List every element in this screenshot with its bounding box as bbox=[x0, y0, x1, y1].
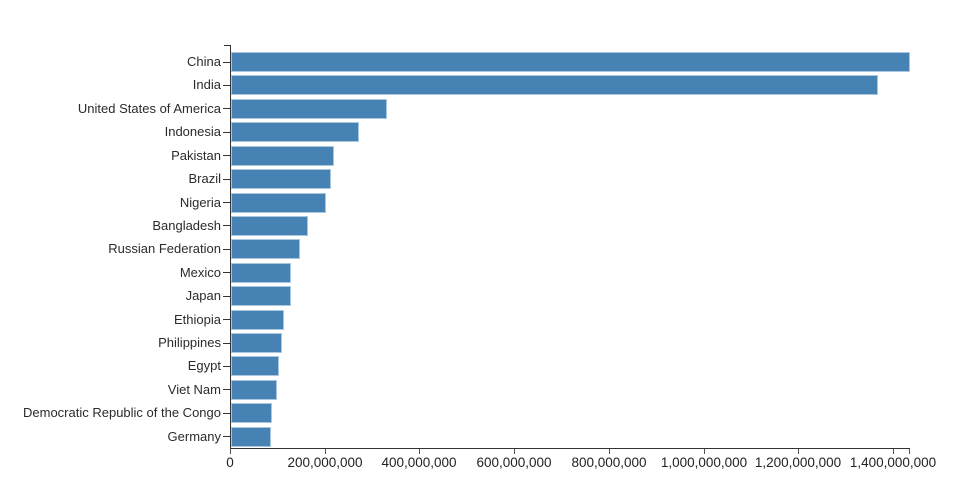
bar bbox=[231, 75, 878, 96]
category-label: United States of America bbox=[77, 100, 221, 116]
y-tick bbox=[223, 272, 230, 274]
bar bbox=[231, 169, 331, 190]
y-tick bbox=[223, 61, 230, 63]
bar bbox=[231, 262, 291, 283]
y-tick bbox=[223, 108, 230, 110]
bar bbox=[231, 52, 910, 72]
category-label: Pakistan bbox=[171, 147, 221, 163]
x-tick-label: 1,400,000,000 bbox=[849, 455, 937, 470]
x-tick bbox=[798, 449, 799, 454]
category-label: Russian Federation bbox=[108, 241, 221, 257]
y-axis-outer-tick bbox=[224, 45, 230, 46]
category-label: Egypt bbox=[187, 358, 221, 374]
bar bbox=[231, 309, 284, 330]
x-tick bbox=[609, 449, 610, 454]
category-label: Mexico bbox=[179, 264, 221, 280]
y-tick bbox=[223, 365, 230, 367]
y-tick bbox=[223, 412, 230, 414]
y-tick bbox=[223, 295, 230, 297]
category-label: Nigeria bbox=[179, 194, 221, 210]
category-label: Viet Nam bbox=[167, 381, 221, 397]
y-tick bbox=[223, 319, 230, 321]
x-tick bbox=[514, 449, 515, 454]
x-axis-line bbox=[230, 448, 910, 449]
x-tick bbox=[419, 449, 420, 454]
bar bbox=[231, 122, 359, 143]
y-tick bbox=[223, 342, 230, 344]
x-tick bbox=[325, 449, 326, 454]
x-tick-label: 0 bbox=[226, 455, 234, 470]
x-tick-label: 600,000,000 bbox=[476, 455, 552, 470]
x-tick-label: 1,000,000,000 bbox=[660, 455, 748, 470]
bar bbox=[231, 379, 277, 400]
category-label: Ethiopia bbox=[174, 311, 221, 327]
bar bbox=[231, 286, 291, 307]
x-tick-label: 800,000,000 bbox=[571, 455, 647, 470]
x-tick bbox=[704, 449, 705, 454]
bar bbox=[231, 215, 308, 236]
y-tick bbox=[223, 155, 230, 157]
category-label: Indonesia bbox=[164, 124, 221, 140]
bar bbox=[231, 239, 300, 260]
category-label: India bbox=[192, 77, 221, 93]
category-label: Germany bbox=[167, 428, 221, 444]
x-tick bbox=[230, 449, 231, 454]
y-axis-line bbox=[230, 45, 231, 449]
category-label: Philippines bbox=[158, 335, 221, 351]
y-tick bbox=[223, 248, 230, 250]
y-tick bbox=[223, 436, 230, 438]
y-tick bbox=[223, 84, 230, 86]
bar bbox=[231, 333, 282, 354]
bar bbox=[231, 426, 271, 447]
y-tick bbox=[223, 202, 230, 204]
x-tick-label: 200,000,000 bbox=[287, 455, 363, 470]
x-tick-label: 1,200,000,000 bbox=[754, 455, 842, 470]
category-label: Brazil bbox=[188, 171, 221, 187]
bar bbox=[231, 192, 326, 213]
category-label: Democratic Republic of the Congo bbox=[23, 405, 221, 421]
bar bbox=[231, 145, 334, 166]
bar bbox=[231, 403, 272, 424]
y-tick bbox=[223, 225, 230, 227]
y-tick bbox=[223, 178, 230, 180]
x-axis-end-tick bbox=[909, 449, 910, 454]
category-label: Bangladesh bbox=[152, 217, 221, 233]
category-label: Japan bbox=[185, 288, 221, 304]
bar bbox=[231, 356, 279, 377]
y-tick bbox=[223, 389, 230, 391]
y-tick bbox=[223, 131, 230, 133]
category-label: China bbox=[187, 54, 221, 69]
x-tick-label: 400,000,000 bbox=[381, 455, 457, 470]
bar bbox=[231, 98, 387, 119]
x-tick bbox=[893, 449, 894, 454]
